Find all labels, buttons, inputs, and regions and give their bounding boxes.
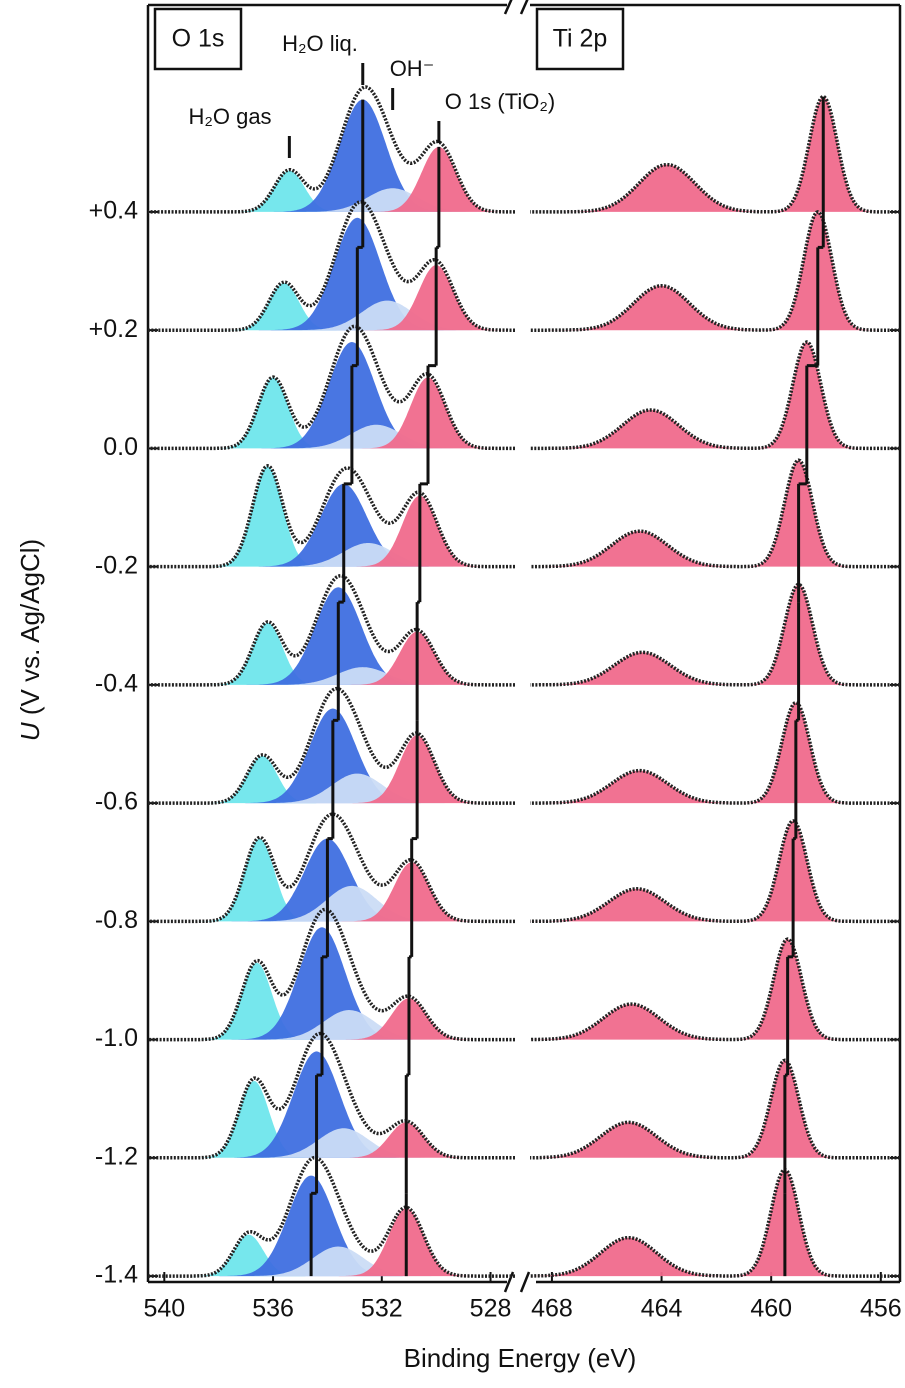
component-peak xyxy=(189,466,346,567)
component-peak xyxy=(530,164,812,212)
fit-envelope xyxy=(530,819,900,924)
component-peak xyxy=(206,1246,470,1277)
y-tick-label: -1.2 xyxy=(95,1142,138,1170)
component-peak xyxy=(181,838,338,922)
x-tick-label: 536 xyxy=(252,1295,294,1323)
fit-envelope xyxy=(530,458,900,569)
fit-envelope xyxy=(530,94,900,214)
break-mark xyxy=(519,0,529,15)
component-peak xyxy=(255,300,515,331)
fit-envelope xyxy=(148,907,515,1042)
y-tick-label: -0.6 xyxy=(95,788,138,816)
y-tick-label: +0.2 xyxy=(89,315,138,343)
component-peak xyxy=(231,667,495,685)
component-peak xyxy=(530,652,788,685)
component-peak xyxy=(189,622,346,685)
component-peak xyxy=(195,377,351,449)
x-tick-label: 540 xyxy=(143,1295,185,1323)
component-peak xyxy=(530,1122,774,1158)
component-peak xyxy=(211,170,368,212)
fit-envelope xyxy=(148,200,515,332)
y-tick-label: 0.0 xyxy=(103,433,138,461)
component-peak xyxy=(530,888,782,922)
panel: 468 464 460 456 Ti 2p xyxy=(529,3,902,1323)
x-axis-label: Binding Energy (eV) xyxy=(404,1343,637,1373)
component-label: H₂O liq. xyxy=(282,31,358,56)
y-tick-label: -1.4 xyxy=(95,1261,138,1289)
component-peak xyxy=(530,770,785,804)
panel-label: Ti 2p xyxy=(553,25,608,53)
component-peak xyxy=(217,1010,481,1040)
y-axis-label: U (V vs. Ag/AgCl) xyxy=(15,539,45,741)
fit-envelope xyxy=(530,209,900,332)
fit-envelope xyxy=(530,340,900,451)
fit-envelope xyxy=(148,324,515,451)
fit-envelope xyxy=(530,700,900,805)
y-axis-unit: (V vs. Ag/AgCl) xyxy=(15,539,45,715)
fit-envelope xyxy=(148,686,515,805)
component-peak xyxy=(170,1234,327,1277)
component-peak xyxy=(349,146,515,212)
x-tick-label: 532 xyxy=(361,1295,403,1323)
fit-envelope xyxy=(530,582,900,687)
component-peak xyxy=(225,773,489,804)
component-peak xyxy=(530,1237,774,1277)
fit-envelope xyxy=(148,573,515,687)
component-peak xyxy=(530,1004,777,1040)
panel-label-box xyxy=(153,7,243,71)
component-peak xyxy=(220,885,484,922)
fit-envelope xyxy=(530,1167,900,1278)
component-peak xyxy=(179,962,335,1040)
component-label: O 1s (TiO₂) xyxy=(445,89,555,114)
component-peak xyxy=(346,265,515,331)
fit-envelope xyxy=(530,1058,900,1160)
component-label: OH⁻ xyxy=(390,56,435,81)
component-peak xyxy=(236,543,500,567)
y-tick-label: -0.8 xyxy=(95,906,138,934)
panel-label-box xyxy=(535,7,625,71)
component-peak xyxy=(176,1081,332,1158)
fit-envelope xyxy=(148,1031,515,1160)
fit-envelope xyxy=(148,1155,515,1278)
component-peak xyxy=(261,188,515,212)
y-tick-label: -1.0 xyxy=(95,1024,138,1052)
x-tick-label: 468 xyxy=(531,1295,573,1323)
break-mark xyxy=(503,0,513,15)
break-mark xyxy=(519,1271,531,1293)
axis-break xyxy=(503,0,531,1293)
component-peak xyxy=(244,424,508,449)
component-peak xyxy=(206,282,362,331)
panel-label: O 1s xyxy=(172,25,225,53)
x-tick-label: 528 xyxy=(470,1295,512,1323)
y-tick-label: -0.4 xyxy=(95,669,138,697)
component-peak xyxy=(530,285,807,331)
component-peak xyxy=(530,531,785,567)
y-axis-symbol: U xyxy=(15,722,45,741)
fit-envelope xyxy=(529,937,900,1042)
y-tick-label: -0.2 xyxy=(95,551,138,579)
component-label: H₂O gas xyxy=(188,104,271,129)
x-tick-label: 460 xyxy=(750,1295,792,1323)
y-tick-label: +0.4 xyxy=(89,197,138,225)
component-peak xyxy=(184,755,340,804)
break-mark xyxy=(503,1271,515,1293)
panel: 540 536 532 528 O 1s H₂O gas H₂O liq. OH⁻ O 1s (… xyxy=(143,3,555,1323)
fit-envelope xyxy=(148,85,515,214)
x-tick-label: 464 xyxy=(641,1295,683,1323)
fit-envelope xyxy=(148,463,515,569)
component-peak xyxy=(212,1128,476,1158)
x-tick-label: 456 xyxy=(860,1295,902,1323)
component-peak xyxy=(530,410,796,449)
